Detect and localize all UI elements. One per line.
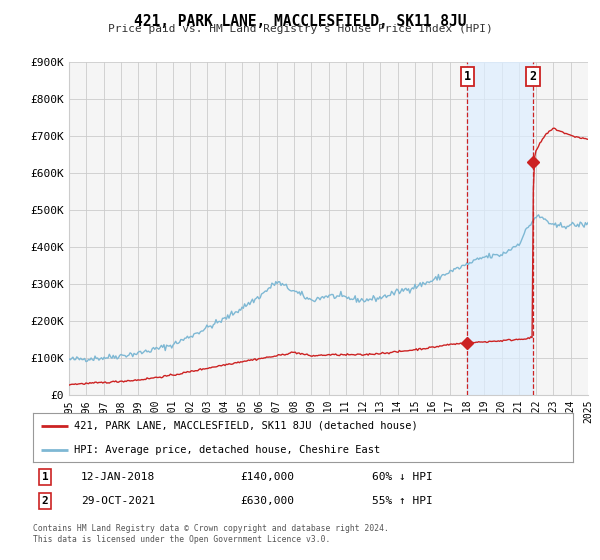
Text: 421, PARK LANE, MACCLESFIELD, SK11 8JU (detached house): 421, PARK LANE, MACCLESFIELD, SK11 8JU (… [74,421,417,431]
Text: 12-JAN-2018: 12-JAN-2018 [81,472,155,482]
Text: 1: 1 [464,70,471,83]
Text: 55% ↑ HPI: 55% ↑ HPI [372,496,433,506]
Text: This data is licensed under the Open Government Licence v3.0.: This data is licensed under the Open Gov… [33,535,331,544]
Text: Contains HM Land Registry data © Crown copyright and database right 2024.: Contains HM Land Registry data © Crown c… [33,524,389,533]
Text: 2: 2 [41,496,49,506]
Text: 29-OCT-2021: 29-OCT-2021 [81,496,155,506]
Text: HPI: Average price, detached house, Cheshire East: HPI: Average price, detached house, Ches… [74,445,380,455]
Text: Price paid vs. HM Land Registry's House Price Index (HPI): Price paid vs. HM Land Registry's House … [107,24,493,34]
Text: 421, PARK LANE, MACCLESFIELD, SK11 8JU: 421, PARK LANE, MACCLESFIELD, SK11 8JU [134,14,466,29]
Bar [467,62,533,395]
Text: 60% ↓ HPI: 60% ↓ HPI [372,472,433,482]
Text: 2: 2 [530,70,537,83]
Text: 1: 1 [41,472,49,482]
Text: £140,000: £140,000 [240,472,294,482]
Text: £630,000: £630,000 [240,496,294,506]
